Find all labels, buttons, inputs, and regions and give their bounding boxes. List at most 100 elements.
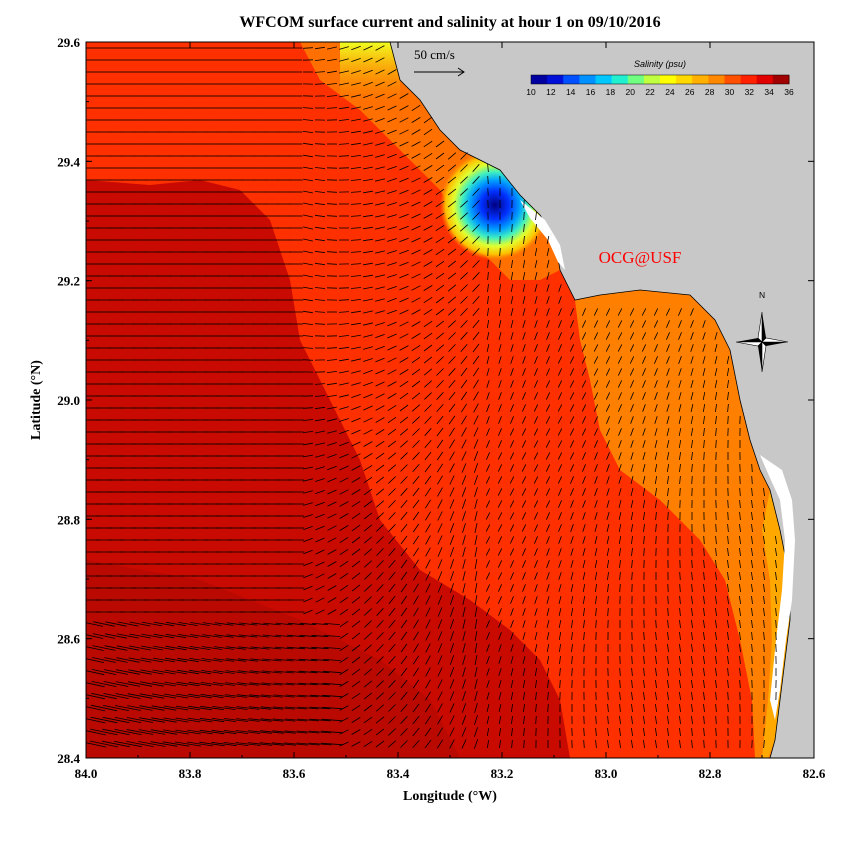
current-vector	[399, 261, 409, 267]
current-vector	[486, 440, 490, 448]
current-vector	[351, 680, 361, 688]
current-vector	[472, 367, 480, 377]
current-vector	[322, 694, 342, 698]
current-vector	[86, 742, 107, 748]
current-vector	[399, 345, 409, 351]
current-vector	[617, 332, 623, 340]
current-vector	[607, 571, 609, 581]
current-vector	[261, 682, 283, 686]
current-vector	[350, 275, 362, 277]
current-vector	[449, 499, 455, 509]
current-vector	[569, 368, 575, 376]
current-vector	[641, 320, 647, 328]
current-vector	[486, 416, 490, 424]
current-vector	[510, 404, 514, 412]
current-vector	[311, 646, 329, 650]
current-vector	[655, 667, 657, 677]
current-vector	[363, 154, 373, 158]
current-vector	[703, 619, 705, 629]
current-vector	[437, 571, 443, 581]
current-vector	[678, 428, 682, 436]
current-vector	[485, 476, 491, 484]
current-vector	[522, 668, 526, 676]
current-vector	[388, 488, 396, 496]
current-vector	[581, 344, 587, 352]
current-vector	[702, 392, 706, 400]
current-vector	[425, 559, 431, 569]
current-vector	[363, 453, 373, 459]
current-vector	[126, 729, 154, 735]
current-vector	[387, 321, 397, 327]
current-vector	[327, 442, 337, 446]
current-vector	[314, 262, 326, 266]
current-vector	[411, 201, 421, 207]
current-vector	[400, 583, 408, 593]
current-vector	[338, 346, 350, 350]
current-vector	[436, 415, 444, 425]
current-vector	[679, 739, 681, 749]
current-vector	[351, 142, 361, 146]
current-vector	[363, 740, 373, 748]
current-vector	[739, 559, 741, 569]
current-vector	[375, 357, 385, 363]
current-vector	[262, 646, 282, 650]
current-vector	[715, 703, 717, 713]
current-vector	[339, 370, 349, 374]
current-vector	[412, 655, 420, 665]
current-vector	[461, 739, 467, 749]
current-vector	[582, 476, 586, 484]
current-vector	[376, 536, 384, 544]
current-vector	[213, 658, 235, 662]
current-vector	[474, 511, 478, 521]
current-vector	[474, 691, 478, 701]
current-vector	[165, 645, 187, 651]
current-vector	[400, 716, 408, 724]
current-vector	[412, 487, 420, 497]
current-vector	[498, 332, 502, 340]
colorbar-swatch	[611, 75, 629, 84]
current-vector	[498, 692, 502, 700]
current-vector	[298, 658, 318, 662]
current-vector	[449, 547, 455, 557]
current-vector	[594, 464, 598, 472]
current-vector	[460, 367, 468, 377]
current-vector	[667, 655, 669, 665]
current-vector	[387, 404, 397, 412]
current-vector	[449, 439, 455, 449]
current-vector	[86, 694, 105, 700]
current-vector	[114, 729, 142, 735]
current-vector	[727, 655, 729, 665]
current-vector	[164, 681, 188, 687]
current-vector	[460, 200, 468, 208]
current-vector	[703, 643, 705, 653]
current-vector	[460, 176, 468, 184]
current-vector	[351, 584, 361, 592]
current-vector	[261, 670, 283, 674]
current-vector	[462, 607, 466, 617]
current-vector	[594, 524, 598, 532]
current-vector	[314, 155, 326, 157]
current-vector	[399, 225, 409, 231]
current-vector	[435, 176, 445, 184]
current-vector	[679, 631, 681, 641]
current-vector	[546, 632, 550, 640]
current-vector	[412, 703, 420, 713]
current-vector	[375, 310, 385, 314]
current-vector	[775, 595, 777, 605]
current-vector	[545, 380, 551, 388]
current-vector	[619, 679, 621, 689]
current-vector	[654, 416, 658, 424]
current-vector	[618, 476, 622, 484]
current-vector	[534, 296, 538, 304]
current-vector	[534, 632, 538, 640]
current-vector	[448, 344, 456, 352]
current-vector	[474, 607, 478, 617]
current-vector	[350, 299, 362, 301]
current-vector	[690, 416, 694, 424]
current-vector	[715, 643, 717, 653]
current-vector	[351, 94, 361, 98]
current-vector	[309, 706, 331, 710]
current-vector	[376, 680, 384, 688]
current-vector	[425, 535, 431, 545]
y-tick-label: 28.4	[57, 751, 80, 766]
